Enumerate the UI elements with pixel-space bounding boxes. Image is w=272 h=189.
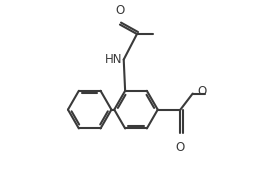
Text: O: O xyxy=(176,141,185,154)
Text: O: O xyxy=(115,4,125,17)
Text: HN: HN xyxy=(105,53,123,66)
Text: O: O xyxy=(197,85,207,98)
